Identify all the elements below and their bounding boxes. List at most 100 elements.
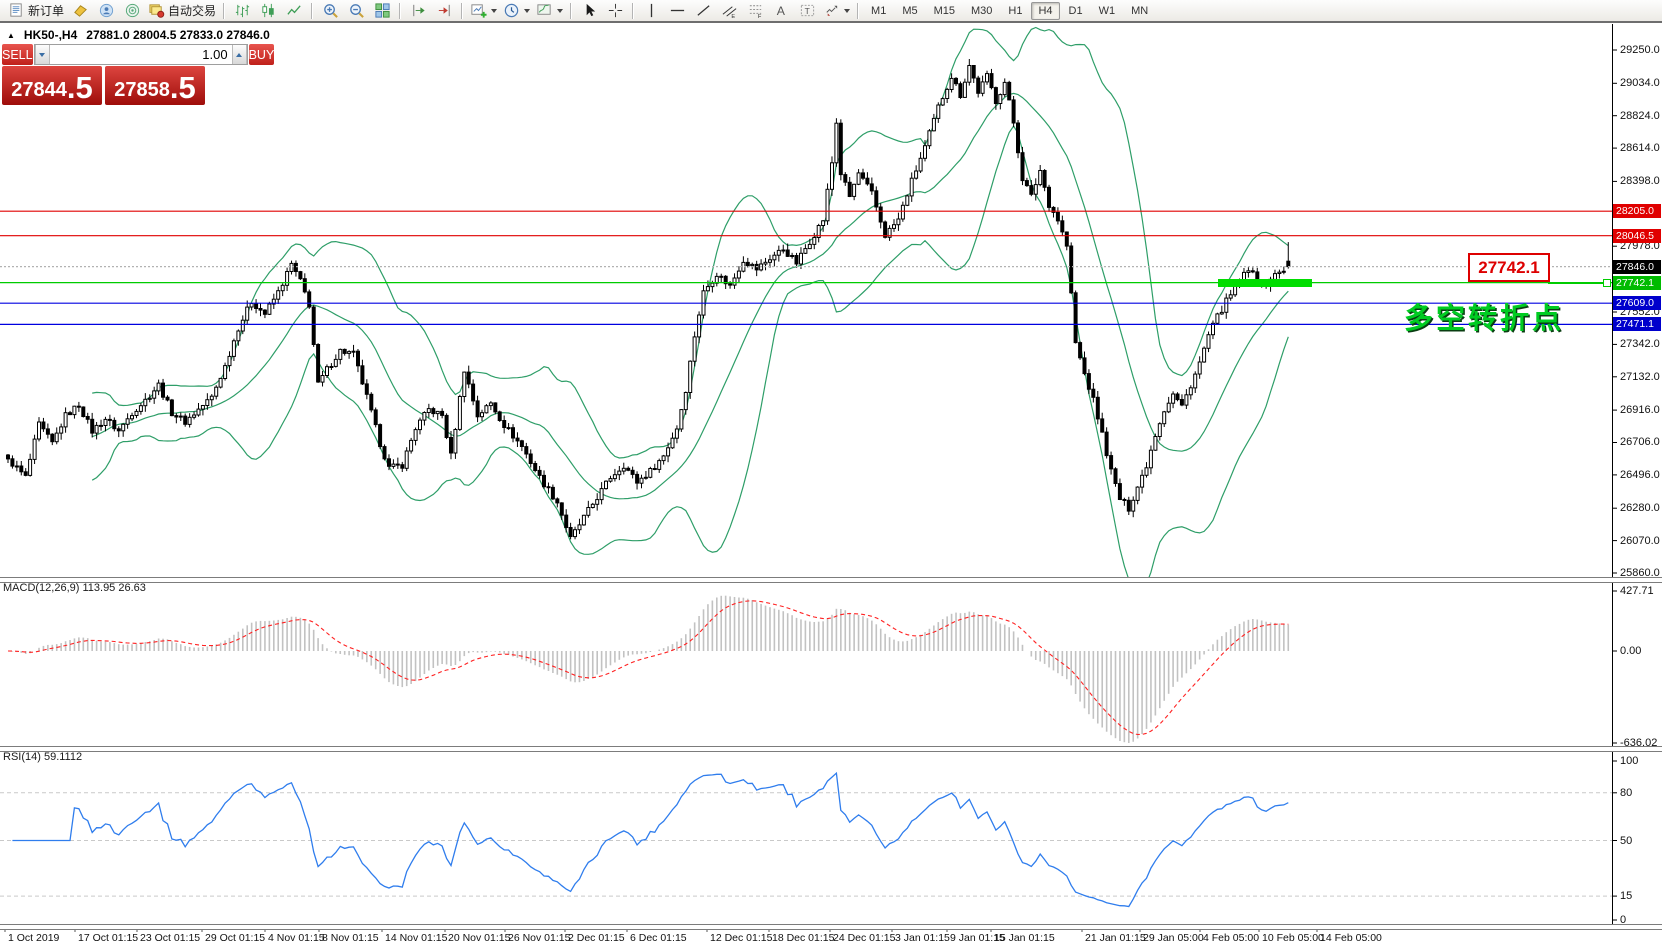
zoom-in-icon — [323, 4, 338, 18]
sell-price-frac: .5 — [66, 70, 93, 105]
timeframe-M30-button[interactable]: M30 — [971, 4, 993, 17]
templates-icon — [537, 4, 551, 15]
timeframe-M5-button[interactable]: M5 — [902, 4, 918, 17]
rsi-panel-splitter[interactable] — [0, 746, 1662, 752]
text-label-icon: T — [800, 4, 814, 17]
timeframe-M15-button[interactable]: M15 — [933, 4, 955, 17]
toolbar-separator — [223, 2, 226, 19]
macd-label: MACD(12,26,9) 113.95 26.63 — [3, 582, 146, 594]
triangle-down-icon — [39, 52, 46, 57]
ohlc-values: 27881.0 28004.5 27833.0 27846.0 — [86, 28, 270, 42]
dropdown-caret-icon — [524, 8, 531, 13]
callout-connector-line — [1548, 282, 1604, 284]
vertical-line-icon — [650, 3, 652, 18]
chart-shift-icon — [438, 4, 450, 17]
price-callout-box[interactable]: 27742.1 — [1468, 253, 1550, 282]
bar-chart-icon — [235, 4, 249, 18]
chart-window[interactable]: ▲ HK50-,H4 27881.0 28004.5 27833.0 27846… — [0, 23, 1662, 947]
candlestick-button[interactable] — [255, 0, 281, 21]
toolbar-separator — [399, 2, 402, 19]
buy-button[interactable]: BUY — [248, 44, 275, 65]
periods-button[interactable] — [500, 0, 533, 21]
templates-button[interactable] — [533, 0, 566, 21]
radar-button[interactable] — [119, 0, 145, 21]
community-icon — [99, 3, 113, 18]
chart-shift-button[interactable] — [431, 0, 457, 21]
community-button[interactable] — [93, 0, 119, 21]
toolbar-separator — [461, 2, 464, 19]
pivot-highlight-bar[interactable] — [1218, 279, 1312, 287]
sell-price[interactable]: 27844.5 — [2, 66, 102, 105]
radar-icon — [125, 3, 139, 18]
bar-chart-button[interactable] — [229, 0, 255, 21]
callout-anchor-handle[interactable] — [1603, 279, 1611, 287]
favorites-button[interactable] — [67, 0, 93, 21]
arrows-icon — [826, 5, 838, 16]
autotrade-icon — [149, 4, 165, 18]
toolbar-separator — [570, 2, 573, 19]
one-click-trading-panel: SELL BUY 27844.5 27858.5 — [2, 44, 275, 105]
svg-text:A: A — [776, 4, 785, 18]
new-order-button[interactable]: 新订单 — [5, 0, 67, 21]
svg-text:E: E — [731, 14, 735, 19]
horizontal-line-icon — [670, 9, 684, 12]
text-icon: A — [776, 4, 785, 18]
time-axis-splitter[interactable] — [0, 924, 1662, 930]
crosshair-button[interactable] — [602, 0, 628, 21]
dropdown-caret-icon — [491, 8, 498, 13]
trendline-icon — [696, 5, 710, 16]
buy-price[interactable]: 27858.5 — [105, 66, 205, 105]
zoom-in-button[interactable] — [317, 0, 343, 21]
autotrade-button[interactable]: 自动交易 — [145, 0, 219, 21]
buy-price-frac: .5 — [169, 70, 196, 105]
tile-windows-button[interactable] — [369, 0, 395, 21]
zoom-out-icon — [349, 4, 364, 18]
collapse-triangle-icon[interactable]: ▲ — [7, 30, 15, 40]
horizontal-line-button[interactable] — [664, 0, 690, 21]
candlestick-icon — [261, 3, 274, 18]
timeframe-W1-button[interactable]: W1 — [1098, 4, 1116, 17]
favorites-icon — [73, 5, 87, 17]
arrows-button[interactable] — [820, 0, 853, 21]
line-chart-button[interactable] — [281, 0, 307, 21]
cursor-button[interactable] — [576, 0, 602, 21]
volume-decrease-button[interactable] — [34, 45, 50, 64]
volume-input[interactable] — [49, 45, 232, 64]
macd-panel-splitter[interactable] — [0, 577, 1662, 583]
timeframe-M1-button[interactable]: M1 — [871, 4, 887, 17]
new-chart-button[interactable] — [467, 0, 500, 21]
vertical-line-button[interactable] — [638, 0, 664, 21]
fibonacci-button[interactable]: F — [742, 0, 768, 21]
text-label-button[interactable]: T — [794, 0, 820, 21]
buy-price-main: 27858 — [114, 79, 170, 101]
auto-scroll-button[interactable] — [405, 0, 431, 21]
timeframe-H4-button[interactable]: H4 — [1031, 1, 1060, 20]
trendline-button[interactable] — [690, 0, 716, 21]
timeframe-H1-button[interactable]: H1 — [1008, 4, 1023, 17]
symbol-period-label: HK50-,H4 — [23, 28, 78, 42]
toolbar-separator — [632, 2, 635, 19]
toolbar-separator — [311, 2, 314, 19]
toolbar-separator — [857, 2, 860, 19]
line-chart-icon — [286, 5, 301, 15]
turning-point-annotation[interactable]: 多空转折点 — [1404, 303, 1565, 335]
timeframe-MN-button[interactable]: MN — [1131, 4, 1149, 17]
volume-box — [33, 44, 248, 65]
fibonacci-icon: F — [749, 5, 761, 19]
timeframe-D1-button[interactable]: D1 — [1068, 4, 1083, 17]
periods-icon — [504, 3, 519, 18]
zoom-out-button[interactable] — [343, 0, 369, 21]
sell-button[interactable]: SELL — [2, 44, 33, 65]
chart-title: ▲ HK50-,H4 27881.0 28004.5 27833.0 27846… — [7, 28, 270, 42]
text-button[interactable]: A — [768, 0, 794, 21]
channel-button[interactable]: E — [716, 0, 742, 21]
new-chart-icon — [471, 4, 487, 18]
svg-text:T: T — [804, 6, 809, 16]
tile-windows-icon — [374, 3, 390, 18]
volume-increase-button[interactable] — [231, 45, 247, 64]
auto-scroll-icon — [412, 4, 425, 17]
rsi-label: RSI(14) 59.1112 — [3, 751, 83, 763]
channel-icon: E — [722, 6, 736, 19]
toolbar: 新订单 自动交易 E F A T M1 M5 M15 M30 H1 H4 D1 W1 MN — [0, 0, 1662, 23]
